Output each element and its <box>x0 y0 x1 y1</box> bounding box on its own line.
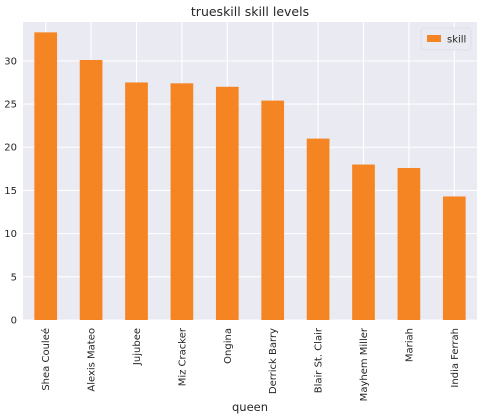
y-tick-label: 10 <box>4 229 17 240</box>
y-tick-label: 20 <box>4 143 17 154</box>
legend-box <box>420 27 472 51</box>
x-axis-ticks: Shea Couleé Alexis Mateo Jujubee Miz Cracke… <box>40 327 461 401</box>
x-tick-label: Blair St. Clair <box>314 327 325 393</box>
bars <box>34 32 466 320</box>
x-tick-label: Mayhem Miller <box>359 327 370 401</box>
x-tick-label: Alexis Mateo <box>87 328 98 392</box>
bar <box>79 60 103 320</box>
bar <box>306 138 330 320</box>
y-tick-label: 5 <box>11 272 17 283</box>
legend: skill <box>420 27 472 51</box>
y-tick-label: 15 <box>4 186 17 197</box>
x-tick-label: Derrick Barry <box>268 328 279 394</box>
bar <box>215 86 239 320</box>
y-tick-label: 25 <box>4 100 17 111</box>
x-axis-label: queen <box>232 400 268 414</box>
bar <box>352 164 375 320</box>
bar <box>170 83 194 320</box>
chart-title: trueskill skill levels <box>191 4 309 19</box>
legend-swatch <box>427 35 441 42</box>
legend-label: skill <box>447 35 466 46</box>
y-axis-ticks: 0 5 10 15 20 25 30 <box>4 56 17 326</box>
x-tick-label: Mariah <box>404 328 415 362</box>
x-tick-label: Miz Cracker <box>177 327 188 386</box>
bar <box>125 82 148 320</box>
y-tick-label: 30 <box>4 56 17 67</box>
y-tick-label: 0 <box>11 316 17 327</box>
x-tick-label: India Ferrah <box>450 328 461 388</box>
x-tick-label: Ongina <box>223 328 234 364</box>
bar <box>261 100 285 320</box>
x-tick-label: Jujubee <box>132 328 143 366</box>
x-tick-label: Shea Couleé <box>40 328 52 391</box>
bar <box>442 196 466 320</box>
bar <box>397 167 421 320</box>
bar <box>34 32 58 320</box>
